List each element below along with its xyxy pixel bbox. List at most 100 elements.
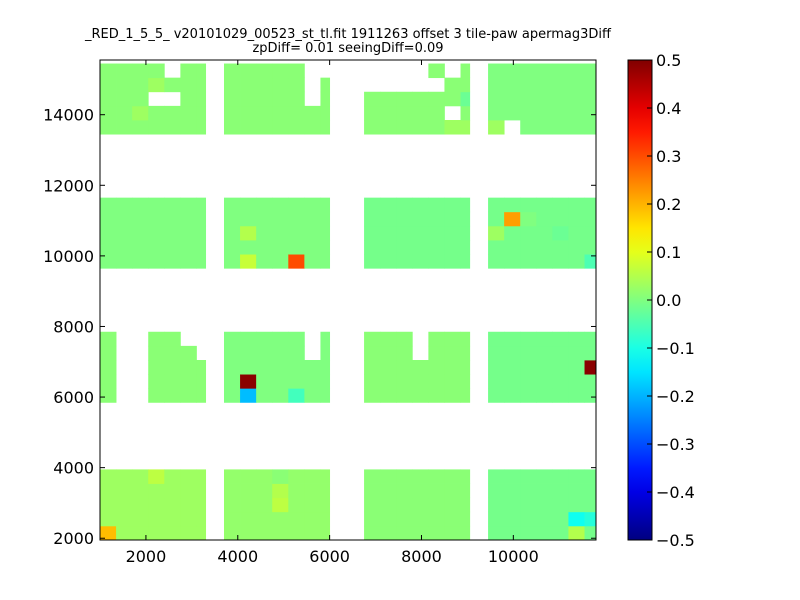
heatmap-cell [116, 120, 133, 135]
heatmap-cell [148, 77, 165, 93]
heatmap-cell [552, 254, 569, 269]
heatmap-cell [568, 63, 585, 79]
heatmap-cell [288, 525, 305, 541]
heatmap-cell [100, 197, 117, 213]
heatmap-cell [132, 77, 149, 93]
heatmap-cell [180, 254, 197, 269]
heatmap-cell [504, 63, 521, 79]
heatmap-cell [196, 469, 207, 484]
heatmap-cell [380, 254, 397, 269]
heatmap-cell [568, 469, 585, 484]
heatmap-cell [272, 225, 289, 241]
heatmap-cell [320, 469, 331, 484]
heatmap-cell [584, 345, 597, 361]
heatmap-cell [364, 388, 381, 403]
heatmap-cell [536, 388, 553, 403]
heatmap-cell [100, 211, 117, 227]
heatmap-cells [100, 63, 597, 541]
y-tick-label: 2000 [53, 529, 94, 548]
heatmap-cell [196, 63, 207, 79]
heatmap-cell [256, 525, 273, 541]
colorbar-axis: 0.5 0.4 0.3 0.2 0.1 0.0 −0.1 −0.2 −0.3 −0.4 −0.5 [647, 51, 695, 550]
heatmap-cell [116, 254, 133, 269]
heatmap-cell [504, 469, 521, 484]
heatmap-cell [224, 120, 241, 135]
heatmap-cell [164, 197, 181, 213]
heatmap-cell [272, 254, 289, 269]
heatmap-cell [304, 197, 321, 213]
heatmap-cell [428, 225, 445, 241]
heatmap-cell [364, 360, 381, 375]
heatmap-cell [428, 254, 445, 269]
heatmap-cell [568, 197, 585, 213]
heatmap-cell [320, 360, 331, 375]
heatmap-cell [196, 211, 207, 227]
heatmap-cell [584, 91, 597, 107]
heatmap-cell [520, 525, 537, 541]
heatmap-cell [100, 120, 117, 135]
heatmap-cell [164, 497, 181, 513]
x-tick-label: 8000 [401, 547, 442, 566]
heatmap-cell [304, 360, 321, 375]
colorbar-tick-label: 0.0 [656, 291, 681, 310]
heatmap-cell [380, 91, 397, 107]
heatmap-cell [256, 374, 273, 389]
heatmap-cell [380, 211, 397, 227]
heatmap-cell [520, 211, 537, 227]
heatmap-cell [428, 511, 445, 527]
heatmap-cell [100, 225, 117, 241]
heatmap-cell [536, 497, 553, 513]
heatmap-cell [196, 120, 207, 135]
heatmap-cell [272, 497, 289, 513]
heatmap-cell [380, 225, 397, 241]
heatmap-cell [148, 197, 165, 213]
heatmap-cell [552, 331, 569, 347]
heatmap-cell [288, 77, 305, 93]
heatmap-cell [568, 525, 585, 541]
heatmap-cell [240, 105, 257, 121]
heatmap-cell [320, 240, 331, 255]
heatmap-cell [584, 77, 597, 93]
heatmap-cell [488, 254, 505, 269]
heatmap-cell [444, 374, 461, 389]
heatmap-cell [412, 469, 429, 484]
heatmap-cell [116, 483, 133, 499]
heatmap-cell [240, 120, 257, 135]
heatmap-cell [460, 63, 471, 79]
heatmap-cell [320, 388, 331, 403]
heatmap-cell [460, 469, 471, 484]
heatmap-cell [304, 240, 321, 255]
heatmap-cell [488, 63, 505, 79]
heatmap-cell [460, 483, 471, 499]
heatmap-cell [504, 374, 521, 389]
heatmap-cell [256, 63, 273, 79]
heatmap-cell [272, 105, 289, 121]
heatmap-cell [428, 240, 445, 255]
heatmap-cell [196, 105, 207, 121]
heatmap-cell [196, 254, 207, 269]
heatmap-cell [520, 388, 537, 403]
heatmap-cell [240, 374, 257, 389]
heatmap-cell [364, 197, 381, 213]
heatmap-cell [240, 497, 257, 513]
heatmap-cell [460, 388, 471, 403]
heatmap-cell [520, 469, 537, 484]
heatmap-cell [240, 77, 257, 93]
heatmap-cell [116, 240, 133, 255]
heatmap-cell [180, 240, 197, 255]
heatmap-cell [380, 388, 397, 403]
heatmap-cell [460, 197, 471, 213]
heatmap-cell [412, 525, 429, 541]
heatmap-cell [364, 511, 381, 527]
heatmap-cell [396, 511, 413, 527]
heatmap-cell [272, 345, 289, 361]
heatmap-cell [536, 91, 553, 107]
heatmap-cell [460, 240, 471, 255]
heatmap-cell [132, 197, 149, 213]
heatmap-cell [380, 483, 397, 499]
heatmap-cell [364, 469, 381, 484]
heatmap-cell [568, 211, 585, 227]
heatmap-cell [148, 254, 165, 269]
heatmap-cell [240, 469, 257, 484]
heatmap-cell [584, 120, 597, 135]
